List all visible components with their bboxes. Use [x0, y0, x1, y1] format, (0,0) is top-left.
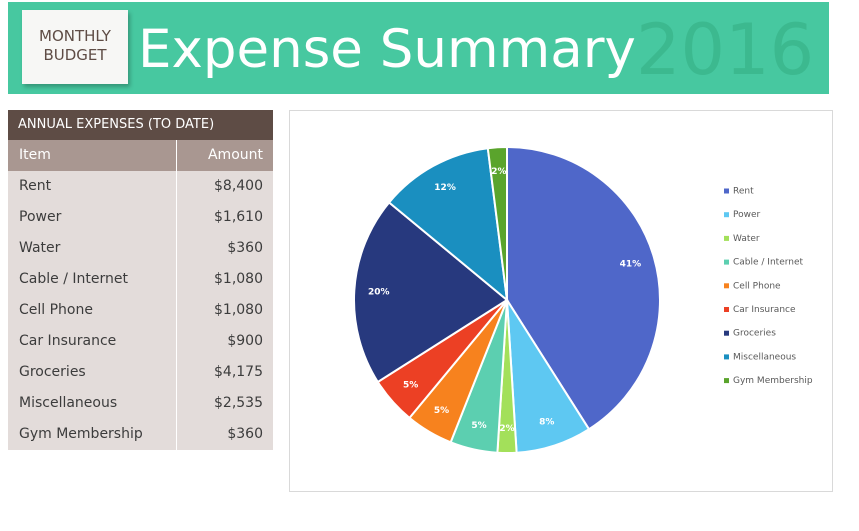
amount-cell: $900 [227, 333, 263, 349]
data-label: 20% [368, 287, 390, 297]
legend-label: Cell Phone [733, 281, 781, 291]
table-row: Groceries $4,175 [8, 357, 273, 388]
legend-swatch [724, 259, 729, 265]
table-row: Cable / Internet $1,080 [8, 264, 273, 295]
item-cell: Groceries [8, 357, 177, 388]
table-row: Car Insurance $900 [8, 326, 273, 357]
table-row: Gym Membership $360 [8, 419, 273, 450]
data-label: 41% [620, 260, 642, 270]
legend-swatch [724, 212, 729, 218]
amount-cell: $360 [227, 240, 263, 256]
item-cell: Cell Phone [8, 295, 177, 326]
legend-label: Groceries [733, 329, 776, 339]
item-cell: Miscellaneous [8, 388, 177, 419]
item-cell: Power [8, 202, 177, 233]
item-cell: Car Insurance [8, 326, 177, 357]
data-label: 2% [499, 424, 514, 434]
amount-cell: $1,080 [214, 302, 263, 318]
item-cell: Gym Membership [8, 419, 177, 450]
amount-cell: $1,080 [214, 271, 263, 287]
amount-cell: $2,535 [214, 395, 263, 411]
amount-cell: $4,175 [214, 364, 263, 380]
legend-label: Power [733, 210, 761, 220]
legend-swatch [724, 307, 729, 312]
legend-swatch [724, 283, 729, 289]
data-label: 5% [434, 406, 449, 416]
legend-swatch [724, 188, 729, 194]
item-cell: Cable / Internet [8, 264, 177, 295]
title: Expense Summary [138, 19, 636, 80]
table-row: Cell Phone $1,080 [8, 295, 273, 326]
table-title: ANNUAL EXPENSES (TO DATE) [8, 110, 273, 140]
legend-label: Car Insurance [733, 305, 796, 315]
pie-slice [353, 201, 509, 384]
table-header: Item Amount [8, 140, 273, 171]
legend-label: Miscellaneous [733, 352, 796, 362]
header-bar: MONTHLY BUDGET Expense Summary 2016 [8, 2, 829, 94]
table-row: Miscellaneous $2,535 [8, 388, 273, 419]
item-cell: Rent [8, 171, 177, 202]
data-label: 5% [403, 380, 418, 390]
table-row: Power $1,610 [8, 202, 273, 233]
pie-slice [486, 145, 508, 301]
legend-label: Water [733, 234, 760, 244]
badge-line: BUDGET [43, 46, 107, 64]
legend-label: Cable / Internet [733, 258, 804, 268]
legend-swatch [724, 235, 729, 241]
table-row: Rent $8,400 [8, 171, 273, 202]
data-label: 5% [471, 421, 486, 431]
column-header: Item [8, 140, 177, 171]
legend-swatch [724, 330, 729, 336]
legend-label: Gym Membership [733, 376, 813, 386]
legend-swatch [724, 354, 729, 360]
amount-cell: $8,400 [214, 178, 263, 194]
data-label: 12% [434, 183, 456, 193]
badge: MONTHLY BUDGET [22, 10, 128, 84]
expense-table: ANNUAL EXPENSES (TO DATE) Item Amount Ren… [8, 110, 273, 450]
data-label: 2% [491, 167, 506, 177]
column-header: Amount [207, 147, 263, 163]
data-label: 8% [539, 418, 554, 428]
pie-slice [387, 147, 509, 303]
table-row: Water $360 [8, 233, 273, 264]
legend-swatch [724, 378, 729, 384]
badge-line: MONTHLY [39, 27, 111, 45]
item-cell: Water [8, 233, 177, 264]
amount-cell: $360 [227, 426, 263, 442]
year: 2016 [636, 9, 815, 91]
amount-cell: $1,610 [214, 209, 263, 225]
legend-label: Rent [733, 187, 754, 197]
